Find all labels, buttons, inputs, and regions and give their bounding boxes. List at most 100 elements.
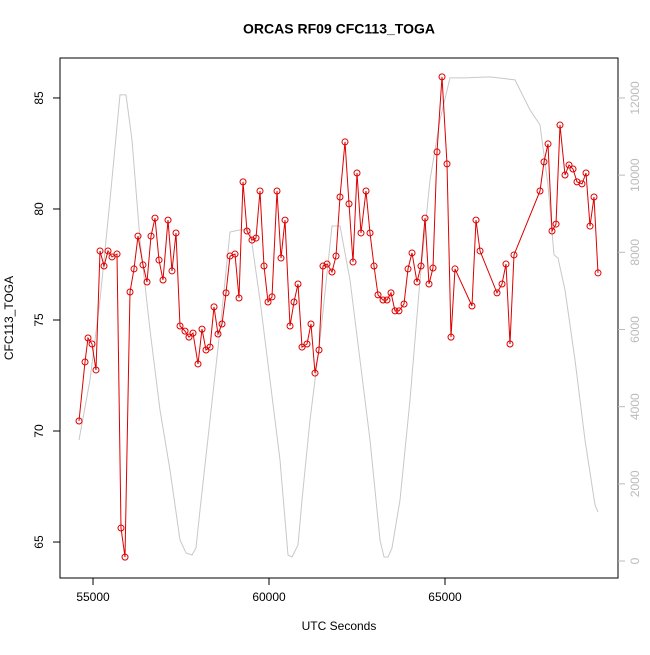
data-point [143, 278, 151, 286]
data-point [273, 187, 281, 195]
data-point [332, 252, 340, 260]
data-point [206, 343, 214, 351]
data-point [544, 140, 552, 148]
data-point [214, 330, 222, 338]
data-point [172, 229, 180, 237]
data-point [194, 360, 202, 368]
data-point [391, 307, 399, 315]
data-point [113, 250, 121, 258]
x-tick-label: 60000 [252, 590, 286, 604]
data-point [408, 249, 416, 257]
data-point [126, 288, 134, 296]
data-point [502, 260, 510, 268]
plot-frame [59, 57, 619, 579]
data-point [569, 165, 577, 173]
data-point [286, 322, 294, 330]
series-line [78, 76, 599, 558]
data-point [176, 322, 184, 330]
data-point [181, 327, 189, 335]
y2-tick-label: 12000 [628, 81, 642, 115]
data-point [134, 232, 142, 240]
data-point [164, 216, 172, 224]
data-point [590, 193, 598, 201]
data-point [222, 289, 230, 297]
data-point [341, 138, 349, 146]
data-point [121, 553, 129, 561]
data-point [582, 169, 590, 177]
data-point [349, 258, 357, 266]
data-point [438, 73, 446, 81]
data-point [290, 298, 298, 306]
data-point [81, 358, 89, 366]
y2-tick-label: 6000 [628, 316, 642, 343]
data-point [243, 227, 251, 235]
data-point [370, 262, 378, 270]
y2-tick-label: 4000 [628, 393, 642, 420]
data-point [366, 229, 374, 237]
data-point [578, 180, 586, 188]
data-point [260, 262, 268, 270]
y2-tick-label: 8000 [628, 239, 642, 266]
y-tick-label: 85 [32, 91, 46, 105]
data-point [556, 121, 564, 129]
data-point [433, 148, 441, 156]
data-point [147, 232, 155, 240]
data-point [198, 325, 206, 333]
data-point [417, 262, 425, 270]
y-tick-label: 80 [32, 202, 46, 216]
data-point [168, 267, 176, 275]
data-point [100, 262, 108, 270]
data-point [328, 268, 336, 276]
data-point [84, 334, 92, 342]
data-point [104, 247, 112, 255]
data-point [374, 291, 382, 299]
data-point [303, 340, 311, 348]
data-point [315, 346, 323, 354]
data-point [189, 329, 197, 337]
data-point [594, 269, 602, 277]
y-tick-label: 75 [32, 313, 46, 327]
data-point [476, 247, 484, 255]
y-axis-label: CFC113_TOGA [2, 276, 16, 360]
data-point [379, 296, 387, 304]
y-tick-label: 70 [32, 424, 46, 438]
data-point [185, 333, 193, 341]
series-line [78, 76, 599, 558]
data-point [413, 278, 421, 286]
x-axis-label: UTC Seconds [302, 619, 377, 633]
data-point [400, 300, 408, 308]
data-point [75, 417, 83, 425]
data-point [565, 161, 573, 169]
data-point [421, 214, 429, 222]
data-point [443, 160, 451, 168]
data-point [307, 320, 315, 328]
data-point [239, 178, 247, 186]
data-point [277, 254, 285, 262]
data-point [548, 227, 556, 235]
data-point [294, 280, 302, 288]
x-tick-label: 65000 [428, 590, 462, 604]
data-point [362, 187, 370, 195]
data-point [404, 265, 412, 273]
data-point [552, 220, 560, 228]
data-point [561, 171, 569, 179]
data-point [311, 369, 319, 377]
data-point [218, 320, 226, 328]
y2-tick-label: 10000 [628, 158, 642, 192]
y-tick-label: 65 [32, 535, 46, 549]
data-point [159, 276, 167, 284]
chart-title: ORCAS RF09 CFC113_TOGA [243, 21, 435, 37]
data-point [336, 193, 344, 201]
data-point [256, 187, 264, 195]
y2-tick-label: 0 [628, 557, 642, 564]
data-point [252, 234, 260, 242]
data-point [451, 265, 459, 273]
data-point [151, 214, 159, 222]
data-point [264, 298, 272, 306]
data-point [493, 289, 501, 297]
data-point [319, 262, 327, 270]
data-point [298, 343, 306, 351]
data-point [235, 294, 243, 302]
data-point [429, 264, 437, 272]
data-point [210, 303, 218, 311]
